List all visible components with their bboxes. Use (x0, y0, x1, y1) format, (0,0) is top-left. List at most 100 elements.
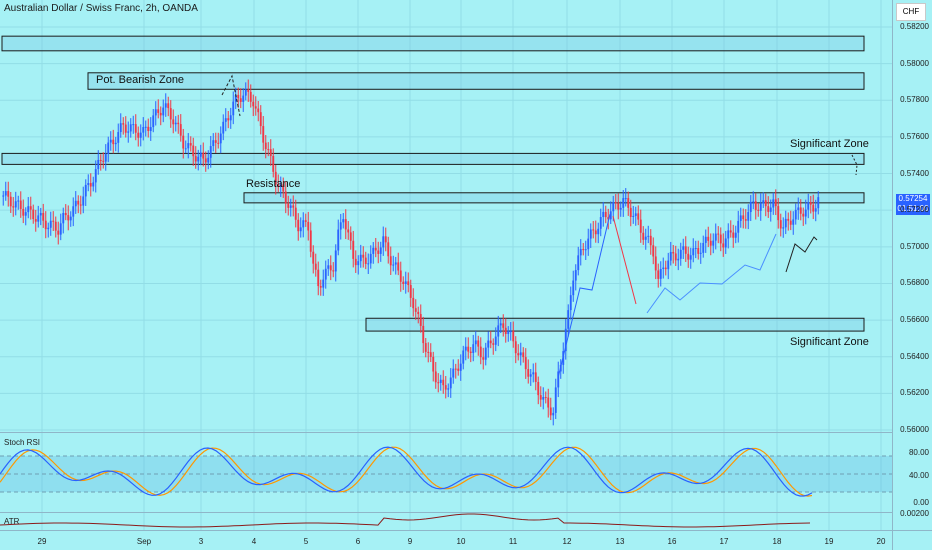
candle-body (429, 352, 432, 357)
candle-body (144, 126, 147, 128)
candle-body (692, 248, 695, 256)
candle-body (9, 196, 12, 207)
price-tick-label: 0.57400 (900, 168, 929, 178)
candle-body (647, 235, 650, 237)
candle-body (519, 352, 522, 356)
candle-body (449, 377, 452, 389)
candles (2, 79, 820, 426)
candle-body (674, 253, 677, 261)
candle-body (809, 202, 812, 205)
candle-body (802, 213, 805, 217)
candle-body (612, 202, 615, 212)
candle-body (14, 201, 17, 208)
candle-body (657, 270, 660, 279)
zone-label-significant-top: Significant Zone (790, 138, 869, 150)
candle-body (794, 209, 797, 220)
candle-body (62, 212, 65, 224)
candle-body (54, 221, 57, 231)
candle-body (712, 240, 715, 246)
candle-body (74, 200, 77, 207)
candle-body (257, 108, 260, 113)
candle-body (592, 229, 595, 231)
candle-body (652, 245, 655, 257)
candle-body (767, 206, 770, 212)
price-tick-label: 0.58200 (900, 22, 929, 31)
candle-body (234, 94, 237, 102)
candle-body (527, 369, 530, 377)
candle-body (204, 158, 207, 163)
zone-projection-arrow (851, 154, 858, 176)
candle-body (357, 261, 360, 266)
candle-body (622, 198, 625, 208)
candle-body (552, 412, 555, 416)
candle-body (549, 407, 552, 416)
stoch-level-0: 0.00 (913, 498, 929, 507)
candle-body (64, 212, 67, 216)
candle-body (722, 243, 725, 248)
atr-pane (0, 513, 811, 528)
candle-body (264, 142, 267, 150)
candle-body (479, 346, 482, 358)
candle-body (649, 235, 652, 246)
candle-body (114, 142, 117, 145)
candle-body (4, 191, 7, 196)
candle-body (799, 207, 802, 214)
candle-body (529, 374, 532, 377)
candle-body (797, 207, 800, 210)
candle-body (364, 257, 367, 264)
candle-body (239, 98, 242, 102)
candle-body (672, 251, 675, 254)
candle-body (624, 198, 627, 200)
candle-body (772, 199, 775, 208)
candle-body (437, 382, 440, 384)
candle-body (554, 387, 557, 413)
time-tick-label: 3 (198, 537, 204, 546)
candle-body (427, 351, 430, 353)
candle-body (699, 252, 702, 254)
candle-body (707, 236, 710, 241)
candle-body (349, 232, 352, 241)
current-projection-arrow (785, 236, 818, 273)
candle-body (59, 223, 62, 235)
candle-body (412, 297, 415, 309)
candle-body (354, 258, 357, 266)
candle-body (369, 253, 372, 264)
candle-body (384, 236, 387, 243)
candle-body (789, 220, 792, 225)
candle-body (677, 258, 680, 261)
price-tick-label: 0.56800 (900, 278, 929, 288)
candle-body (404, 281, 407, 284)
candle-body (407, 281, 410, 286)
candle-body (172, 119, 175, 125)
candle-body (379, 247, 382, 254)
candle-body (442, 379, 445, 386)
candle-body (334, 250, 337, 272)
candle-body (187, 143, 190, 149)
candle-body (609, 211, 612, 220)
candle-body (597, 228, 600, 235)
time-tick-label: 19 (824, 537, 834, 546)
candle-body (454, 368, 457, 370)
currency-button[interactable]: CHF (896, 3, 926, 21)
candle-body (469, 351, 472, 353)
candle-body (342, 219, 345, 223)
price-tick-label: 0.56400 (900, 351, 929, 361)
candle-body (119, 123, 122, 133)
candle-body (304, 220, 307, 222)
candle-body (192, 145, 195, 157)
candle-body (669, 251, 672, 261)
candle-body (769, 207, 772, 212)
candle-body (577, 255, 580, 271)
candle-body (297, 219, 300, 232)
candle-body (259, 112, 262, 127)
candle-body (804, 209, 807, 217)
candle-body (117, 132, 120, 143)
candle-body (579, 248, 582, 256)
price-tick-label: 0.57200 (900, 205, 929, 215)
candle-body (477, 340, 480, 347)
time-tick-label: 29 (37, 537, 47, 546)
candle-body (459, 363, 462, 371)
candle-body (764, 200, 767, 207)
candle-body (47, 227, 50, 230)
